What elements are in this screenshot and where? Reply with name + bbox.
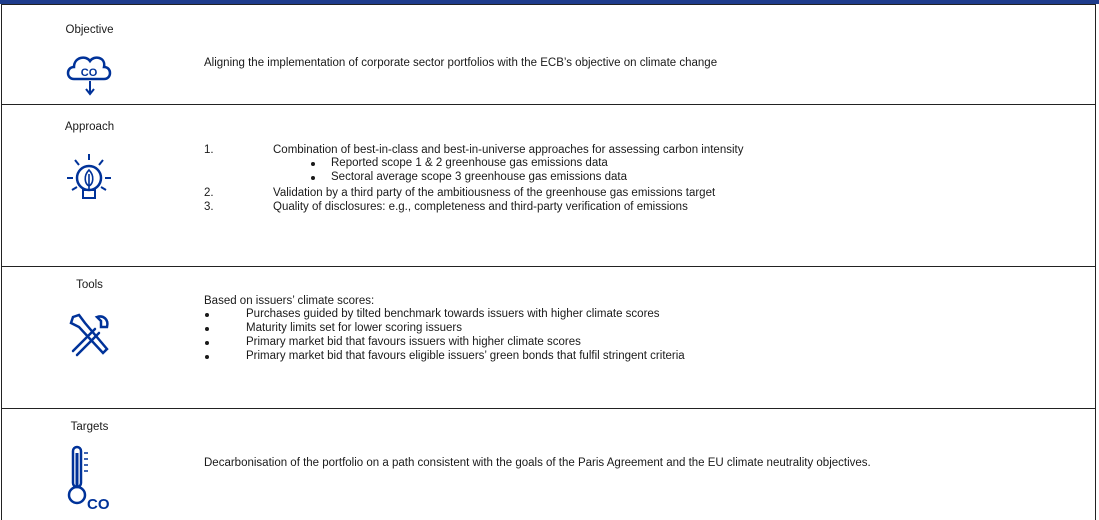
bullet-text: Maturity limits set for lower scoring is… — [246, 322, 462, 334]
lightbulb-icon — [67, 154, 111, 199]
row-label: Approach — [64, 121, 115, 133]
subitem-text: Sectoral average scope 3 greenhouse gas … — [331, 171, 627, 183]
item-text: Quality of disclosures: e.g., completene… — [273, 201, 688, 213]
bullet — [205, 313, 209, 317]
item-text: Validation by a third party of the ambit… — [273, 187, 716, 199]
tools-icon — [69, 313, 109, 357]
svg-text:CO: CO — [81, 67, 98, 79]
row-label: Targets — [70, 421, 109, 433]
bullet-text: Primary market bid that favours issuers … — [246, 336, 581, 348]
item-text: Combination of best-in-class and best-in… — [273, 144, 744, 156]
bullet — [311, 162, 315, 166]
bullet — [205, 355, 209, 359]
intro-text: Based on issuers’ climate scores: — [204, 295, 375, 307]
row-label: Tools — [76, 279, 103, 291]
top-bar — [0, 0, 1099, 4]
row-objective: Objective CO Aligning the implementation… — [1, 4, 1096, 105]
row-text: Aligning the implementation of corporate… — [204, 57, 718, 69]
item-number: 1. — [204, 144, 214, 156]
bullet — [311, 176, 315, 180]
bullet-text: Primary market bid that favours eligible… — [246, 350, 685, 362]
bullet-text: Purchases guided by tilted benchmark tow… — [246, 308, 660, 320]
item-number: 2. — [204, 187, 214, 199]
bullet — [205, 341, 209, 345]
row-label: Objective — [65, 24, 114, 36]
thermometer-icon: CO — [67, 445, 110, 513]
svg-text:CO: CO — [87, 496, 110, 513]
row-tools: Tools Based on issuers’ climate scores: … — [1, 267, 1096, 409]
subitem-text: Reported scope 1 & 2 greenhouse gas emis… — [331, 157, 608, 169]
item-number: 3. — [204, 201, 214, 213]
row-approach: Approach 1. Combination of best-in-class… — [1, 105, 1096, 267]
row-text: Decarbonisation of the portfolio on a pa… — [204, 457, 871, 469]
bullet — [205, 327, 209, 331]
row-targets: Targets CO Decarbonisation of the portfo… — [1, 409, 1096, 520]
co2-cloud-icon: CO — [66, 56, 112, 96]
